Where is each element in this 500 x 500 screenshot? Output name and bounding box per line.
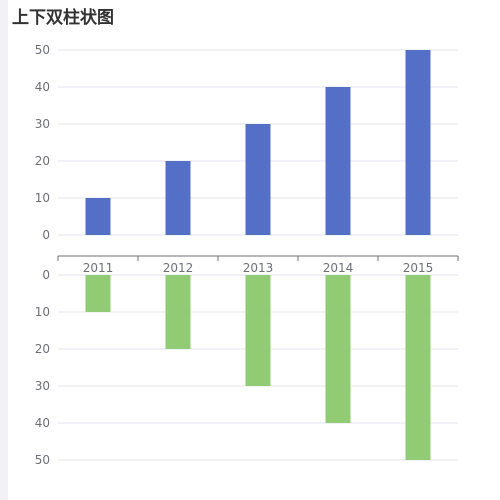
category-label-2015: 2015 <box>403 261 434 275</box>
top-chart-bars <box>85 50 431 235</box>
top-bar-2014 <box>325 87 351 235</box>
bottom-bar-2013 <box>245 275 271 386</box>
top-y-tick-label: 20 <box>35 154 50 168</box>
bottom-chart-bars <box>85 275 431 460</box>
category-label-2011: 2011 <box>83 261 114 275</box>
bottom-y-tick-label: 0 <box>42 268 50 282</box>
top-chart-y-ticks: 0 10 20 30 40 50 <box>35 43 50 242</box>
bottom-bar-2015 <box>405 275 431 460</box>
page-title: 上下双柱状图 <box>12 8 114 28</box>
bottom-y-tick-label: 10 <box>35 305 50 319</box>
bottom-y-tick-label: 30 <box>35 379 50 393</box>
category-label-2014: 2014 <box>323 261 354 275</box>
bottom-bar-2012 <box>165 275 191 349</box>
bottom-bar-2011 <box>85 275 111 312</box>
top-y-tick-label: 40 <box>35 80 50 94</box>
top-bar-2012 <box>165 161 191 235</box>
category-axis <box>57 255 459 261</box>
bottom-chart-y-ticks: 0 10 20 30 40 50 <box>35 268 50 467</box>
top-y-tick-label: 30 <box>35 117 50 131</box>
category-label-2012: 2012 <box>163 261 194 275</box>
bottom-y-tick-label: 20 <box>35 342 50 356</box>
left-edge-strip <box>0 0 8 500</box>
top-y-tick-label: 10 <box>35 191 50 205</box>
bottom-y-tick-label: 50 <box>35 453 50 467</box>
top-bar-2011 <box>85 198 111 235</box>
top-bar-2015 <box>405 50 431 235</box>
top-bar-2013 <box>245 124 271 235</box>
bottom-y-tick-label: 40 <box>35 416 50 430</box>
category-label-2013: 2013 <box>243 261 274 275</box>
category-labels: 2011 2012 2013 2014 2015 <box>83 261 434 275</box>
bottom-bar-2014 <box>325 275 351 423</box>
top-y-tick-label: 50 <box>35 43 50 57</box>
top-y-tick-label: 0 <box>42 228 50 242</box>
